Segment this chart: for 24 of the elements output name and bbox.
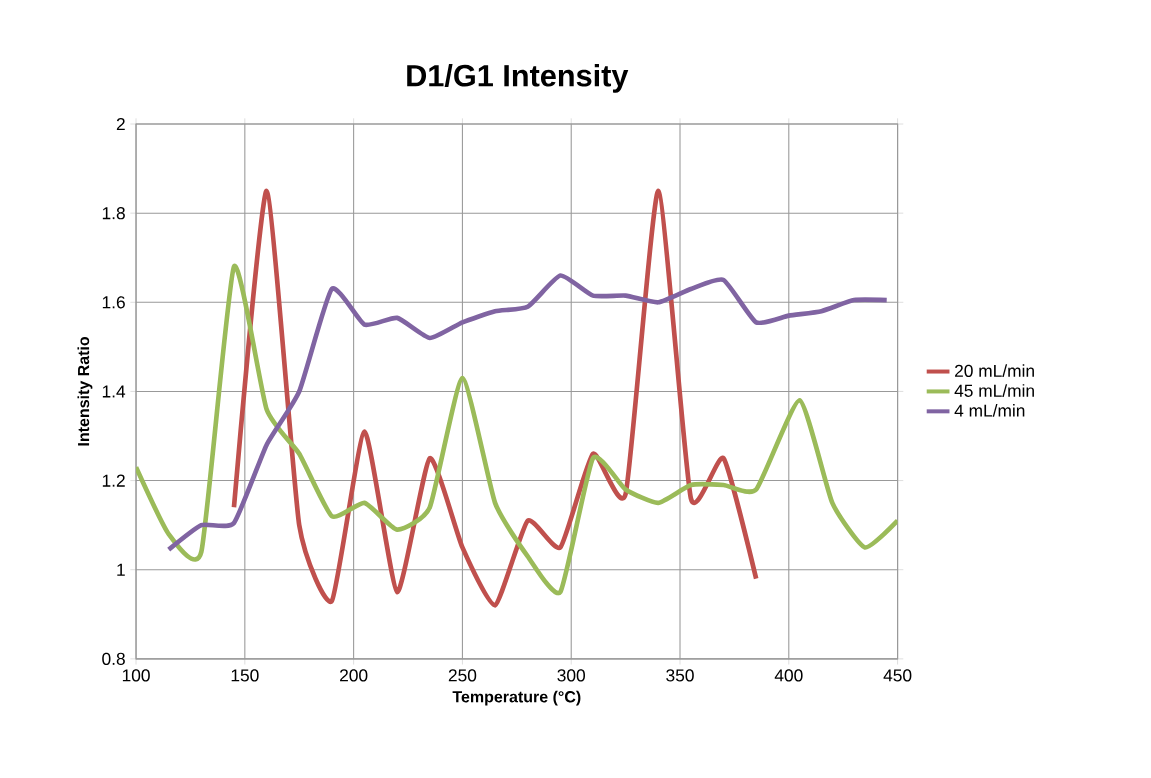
x-tick-label: 200 [340,669,368,682]
y-tick-label: 1.6 [102,296,125,309]
y-tick-label: 1.2 [102,474,125,487]
x-tick-label: 150 [231,669,259,682]
y-tick-label: 2 [116,118,125,131]
legend-label: 45 mL/min [954,384,1034,398]
chart-title: D1/G1 Intensity [407,64,629,93]
x-tick-label: 350 [666,669,694,682]
y-tick-label: 1.8 [102,207,125,220]
y-axis-title: Intensity Ratio [77,337,93,446]
y-tick-label: 1 [117,563,125,576]
legend-label: 20 mL/min [955,364,1034,378]
y-tick-label: 0.8 [102,652,125,666]
legend-label: 4 mL/min [954,404,1025,417]
x-axis-title: Temperature (°C) [452,690,581,706]
line-series [231,188,759,608]
line-series [166,273,890,553]
x-tick-label: 100 [122,669,150,682]
x-tick-label: 250 [448,669,477,682]
line-series [136,264,898,595]
x-tick-label: 300 [557,669,585,682]
x-tick-label: 400 [774,669,803,682]
y-tick-label: 1.4 [102,385,126,398]
x-tick-label: 450 [883,669,912,682]
